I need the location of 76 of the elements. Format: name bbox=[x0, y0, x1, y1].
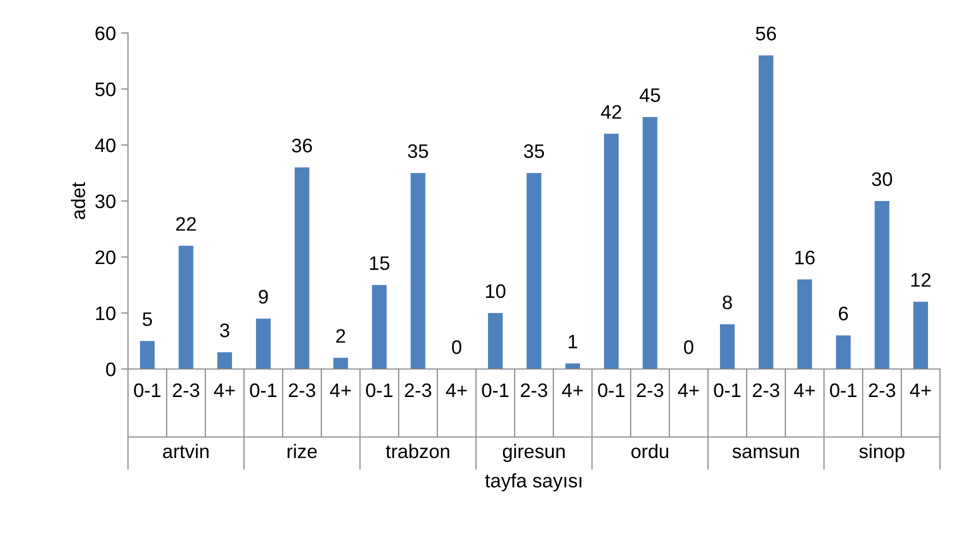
bar bbox=[836, 335, 851, 369]
x-tick-label: 0-1 bbox=[482, 383, 508, 398]
data-label: 35 bbox=[408, 144, 428, 158]
bar bbox=[333, 358, 348, 369]
bar bbox=[294, 167, 310, 369]
data-label: 3 bbox=[220, 323, 230, 338]
y-tick-label: 0 bbox=[106, 362, 116, 376]
bar bbox=[140, 341, 155, 369]
y-tick-label: 60 bbox=[96, 26, 116, 40]
bar bbox=[642, 117, 658, 369]
x-tick-label: 2-3 bbox=[172, 383, 200, 398]
data-label: 1 bbox=[568, 334, 578, 348]
text: ordu bbox=[631, 444, 668, 458]
text: samsun bbox=[732, 448, 799, 458]
x-tick-label: 0-1 bbox=[134, 383, 160, 398]
x-tick-label: 2-3 bbox=[636, 383, 664, 398]
bar bbox=[797, 279, 812, 369]
bar bbox=[720, 324, 735, 369]
text: artvin bbox=[163, 444, 209, 458]
bar bbox=[488, 313, 503, 369]
x-axis-title: tayfa sayısı bbox=[485, 473, 582, 492]
data-label: 12 bbox=[911, 273, 931, 287]
data-label: 56 bbox=[756, 26, 776, 40]
x-tick-label: 4+ bbox=[678, 384, 699, 397]
bar bbox=[913, 302, 928, 369]
bar bbox=[217, 352, 232, 369]
y-tick-label: 40 bbox=[95, 138, 116, 152]
bar bbox=[874, 201, 890, 369]
x-tick-label: 2-3 bbox=[288, 383, 316, 398]
data-label: 10 bbox=[486, 284, 506, 298]
y-tick-label: 10 bbox=[96, 306, 116, 320]
data-label: 2 bbox=[336, 329, 346, 343]
data-label: 36 bbox=[292, 138, 312, 152]
text: sinop bbox=[859, 444, 904, 462]
x-tick-label: 4+ bbox=[446, 384, 467, 397]
x-tick-label: 0-1 bbox=[830, 383, 856, 398]
x-tick-label: 0-1 bbox=[366, 383, 392, 398]
data-label: 45 bbox=[640, 88, 660, 102]
x-tick-label: 2-3 bbox=[520, 383, 548, 398]
bar bbox=[410, 173, 426, 369]
data-label: 6 bbox=[838, 306, 848, 320]
x-tick-label: 2-3 bbox=[404, 383, 432, 398]
data-label: 30 bbox=[872, 172, 892, 186]
bar bbox=[526, 173, 542, 369]
x-tick-label: 2-3 bbox=[868, 383, 896, 398]
bar bbox=[758, 55, 774, 369]
x-tick-label: 4+ bbox=[562, 384, 583, 397]
x-tick-label: 0-1 bbox=[250, 383, 276, 398]
data-label: 0 bbox=[452, 340, 462, 354]
x-tick-label: 2-3 bbox=[752, 383, 780, 398]
x-tick-label: 4+ bbox=[330, 384, 351, 397]
data-label: 42 bbox=[600, 105, 622, 119]
bar bbox=[256, 318, 271, 369]
data-label: 5 bbox=[142, 312, 152, 326]
data-label: 8 bbox=[722, 295, 732, 310]
x-tick-label: 4+ bbox=[910, 384, 931, 397]
text: rize bbox=[288, 444, 317, 458]
data-label: 0 bbox=[684, 340, 694, 354]
data-label: 35 bbox=[524, 144, 544, 158]
text: giresun bbox=[502, 444, 565, 462]
bar bbox=[604, 134, 619, 369]
x-tick-label: 4+ bbox=[214, 384, 235, 397]
data-label: 22 bbox=[176, 217, 196, 231]
data-label: 16 bbox=[795, 250, 815, 264]
bar bbox=[178, 246, 194, 369]
y-tick-label: 30 bbox=[95, 194, 116, 208]
text: trabzon bbox=[386, 444, 450, 458]
x-tick-label: 0-1 bbox=[598, 383, 624, 398]
y-axis-title: adet bbox=[70, 182, 86, 220]
y-tick-label: 20 bbox=[96, 250, 116, 264]
data-label: 15 bbox=[370, 256, 390, 270]
x-tick-label: 4+ bbox=[794, 384, 815, 397]
bar bbox=[372, 285, 387, 369]
x-tick-label: 0-1 bbox=[714, 383, 740, 398]
data-label: 9 bbox=[258, 290, 268, 304]
y-tick-label: 50 bbox=[95, 82, 116, 96]
